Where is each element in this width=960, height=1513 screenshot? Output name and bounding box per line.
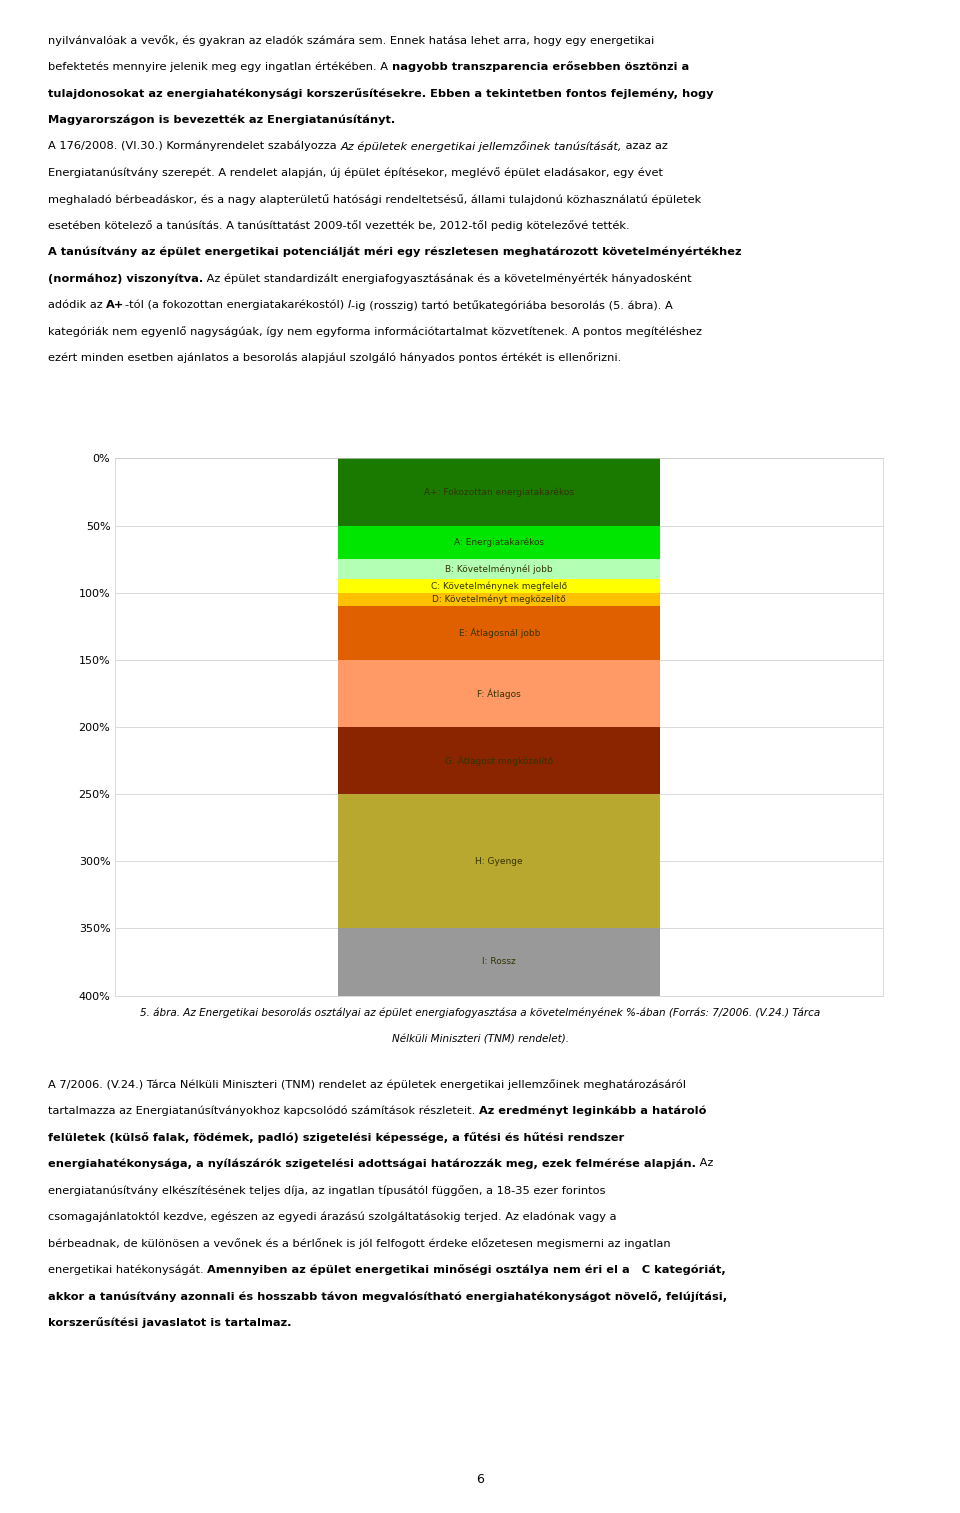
Bar	[338, 593, 660, 607]
Text: 6: 6	[476, 1472, 484, 1486]
Text: meghaladó bérbeadáskor, és a nagy alapterületű hatósági rendeltetsésű, állami tu: meghaladó bérbeadáskor, és a nagy alapte…	[48, 194, 701, 204]
Bar	[338, 560, 660, 579]
Text: Amennyiben az épület energetikai minőségi osztálya nem éri el a   C kategóriát,: Amennyiben az épület energetikai minőség…	[207, 1265, 726, 1275]
Text: korszerűsítési javaslatot is tartalmaz.: korszerűsítési javaslatot is tartalmaz.	[48, 1316, 292, 1328]
Text: -tól (a fokozottan energiatakarékostól): -tól (a fokozottan energiatakarékostól)	[125, 300, 348, 310]
Text: Energiatanúsítvány szerepét. A rendelet alapján, új épület építésekor, meglévő é: Energiatanúsítvány szerepét. A rendelet …	[48, 166, 663, 179]
Text: 5. ábra. Az Energetikai besorolás osztályai az épület energiafogyasztása a követ: 5. ábra. Az Energetikai besorolás osztál…	[140, 1008, 820, 1018]
Text: I: Rossz: I: Rossz	[482, 958, 516, 967]
Text: A+: A+	[107, 300, 125, 310]
Text: adódik az: adódik az	[48, 300, 107, 310]
Text: Az épületek energetikai jellemzőinek tanúsítását,: Az épületek energetikai jellemzőinek tan…	[340, 141, 622, 151]
Text: energetikai hatékonyságát.: energetikai hatékonyságát.	[48, 1265, 207, 1274]
Text: Magyarországon is bevezették az Energiatanúsítányt.: Magyarországon is bevezették az Energiat…	[48, 115, 396, 124]
Text: F: Átlagos: F: Átlagos	[477, 688, 521, 699]
Text: Nélküli Miniszteri (TNM) rendelet).: Nélküli Miniszteri (TNM) rendelet).	[392, 1035, 568, 1044]
Text: I: I	[348, 300, 350, 310]
Text: akkor a tanúsítvány azonnali és hosszabb távon megvalósítható energiahatékonyság: akkor a tanúsítvány azonnali és hosszabb…	[48, 1291, 727, 1301]
Text: E: Átlagosnál jobb: E: Átlagosnál jobb	[459, 628, 540, 638]
Bar	[338, 929, 660, 996]
Text: D: Követelményt megközelítő: D: Követelményt megközelítő	[432, 595, 566, 604]
Text: ezért minden esetben ajánlatos a besorolás alapjául szolgáló hányados pontos ért: ezért minden esetben ajánlatos a besorol…	[48, 353, 621, 363]
Bar	[338, 579, 660, 593]
Text: -ig (rosszig) tartó betűkategóriába besorolás (5. ábra). A: -ig (rosszig) tartó betűkategóriába beso…	[350, 300, 673, 310]
Text: befektetés mennyire jelenik meg egy ingatlan értékében. A: befektetés mennyire jelenik meg egy inga…	[48, 61, 392, 71]
Text: tulajdonosokat az energiahatékonysági korszerűsítésekre. Ebben a tekintetben fon: tulajdonosokat az energiahatékonysági ko…	[48, 88, 713, 98]
Text: csomagajánlatoktól kezdve, egészen az egyedi árazású szolgáltatásokig terjed. Az: csomagajánlatoktól kezdve, egészen az eg…	[48, 1210, 616, 1221]
Text: A+: Fokozottan energiatakarékos: A+: Fokozottan energiatakarékos	[424, 487, 574, 496]
Text: A tanúsítvány az épület energetikai potenciálját méri egy részletesen meghatároz: A tanúsítvány az épület energetikai pote…	[48, 247, 741, 257]
Text: A 176/2008. (VI.30.) Kormányrendelet szabályozza: A 176/2008. (VI.30.) Kormányrendelet sza…	[48, 141, 340, 151]
Bar	[338, 660, 660, 726]
Text: Az épület standardizált energiafogyasztásának és a követelményérték hányadosként: Az épület standardizált energiafogyasztá…	[204, 272, 692, 283]
Text: nagyobb transzparencia erősebben ösztönzi a: nagyobb transzparencia erősebben ösztönz…	[392, 61, 689, 73]
Text: bérbeadnak, de különösen a vevőnek és a bérlőnek is jól felfogott érdeke előzete: bérbeadnak, de különösen a vevőnek és a …	[48, 1238, 671, 1248]
Text: A: Energiatakarékos: A: Energiatakarékos	[454, 537, 544, 548]
Text: Az eredményt leginkább a határoló: Az eredményt leginkább a határoló	[479, 1104, 707, 1115]
Bar	[338, 794, 660, 929]
Bar	[338, 607, 660, 660]
Text: tartalmazza az Energiatanúsítványokhoz kapcsolódó számítások részleteit.: tartalmazza az Energiatanúsítványokhoz k…	[48, 1104, 479, 1115]
Text: energiahatékonysága, a nyílászárók szigetelési adottságai határozzák meg, ezek f: energiahatékonysága, a nyílászárók szige…	[48, 1159, 696, 1168]
Text: azaz az: azaz az	[622, 141, 667, 151]
Text: esetében kötelező a tanúsítás. A tanúsíttatást 2009-től vezették be, 2012-től pe: esetében kötelező a tanúsítás. A tanúsít…	[48, 219, 630, 231]
Text: energiatanúsítvány elkészítésének teljes díja, az ingatlan típusától függően, a : energiatanúsítvány elkészítésének teljes…	[48, 1185, 606, 1195]
Text: B: Követelménynél jobb: B: Követelménynél jobb	[445, 564, 553, 573]
Text: G: Átlagost megközelítő: G: Átlagost megközelítő	[445, 755, 553, 766]
Text: (normához) viszonyítva.: (normához) viszonyítva.	[48, 272, 204, 283]
Text: Az: Az	[696, 1159, 713, 1168]
Text: nyilvánvalóak a vevők, és gyakran az eladók számára sem. Ennek hatása lehet arra: nyilvánvalóak a vevők, és gyakran az ela…	[48, 35, 655, 45]
Text: C: Követelménynek megfelelő: C: Követelménynek megfelelő	[431, 581, 567, 590]
Text: felületek (külső falak, födémek, padló) szigetelési képessége, a fűtési és hűtés: felületek (külső falak, födémek, padló) …	[48, 1132, 624, 1142]
Bar	[338, 728, 660, 794]
Text: H: Gyenge: H: Gyenge	[475, 856, 523, 865]
Text: A 7/2006. (V.24.) Tárca Nélküli Miniszteri (TNM) rendelet az épületek energetika: A 7/2006. (V.24.) Tárca Nélküli Miniszte…	[48, 1079, 686, 1089]
Bar	[338, 458, 660, 525]
Bar	[338, 525, 660, 560]
Text: kategóriák nem egyenlő nagyságúak, így nem egyforma információtartalmat közvetít: kategóriák nem egyenlő nagyságúak, így n…	[48, 325, 702, 337]
